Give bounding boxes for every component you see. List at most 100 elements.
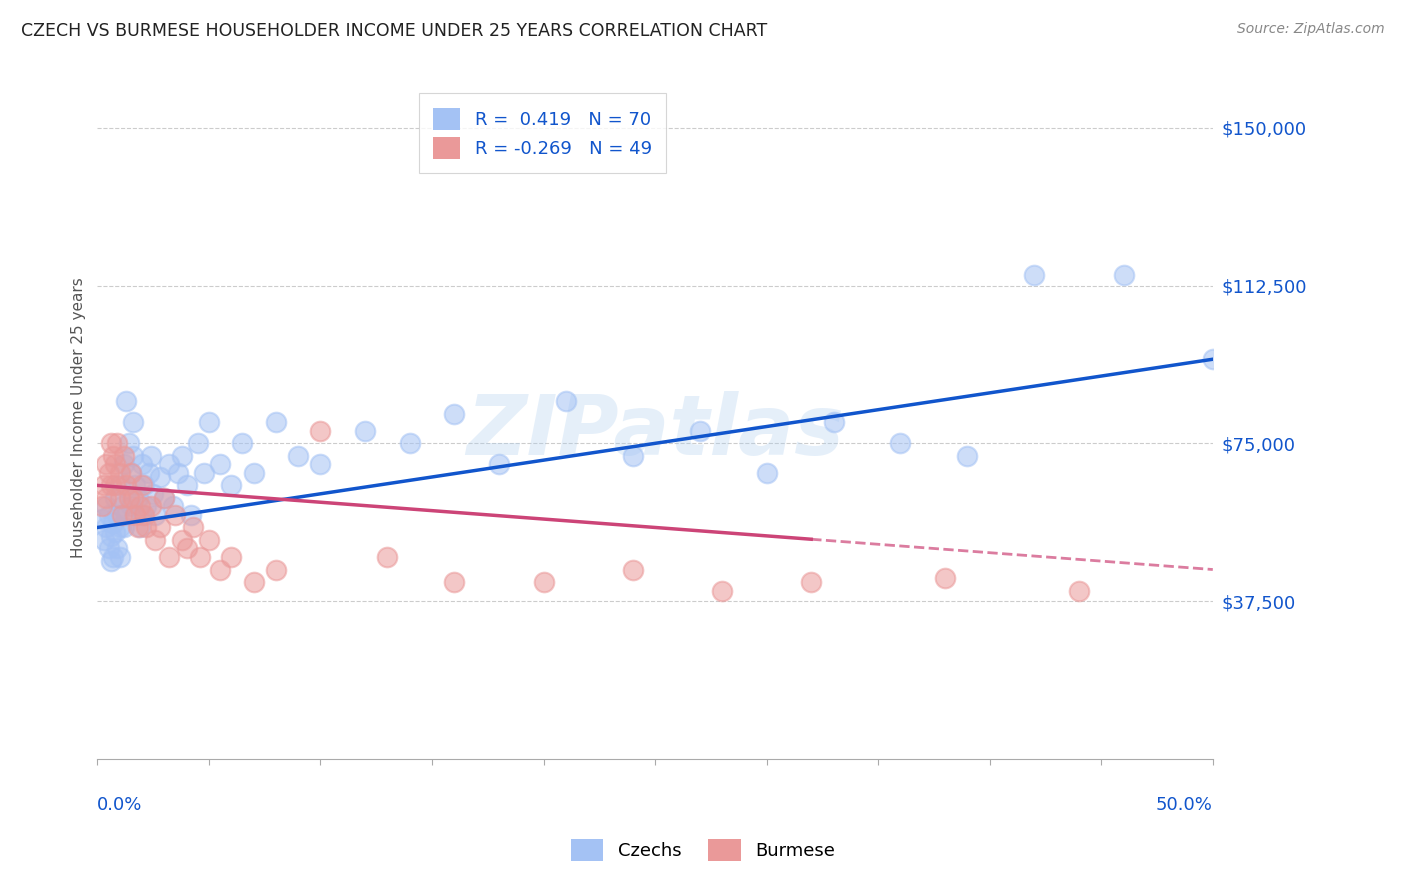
Point [96, 500, 118, 514]
Point [101, 549, 124, 564]
Point [127, 520, 149, 534]
Point [157, 549, 180, 564]
Point [108, 520, 131, 534]
Point [139, 500, 162, 514]
Point [104, 458, 127, 472]
Point [107, 541, 129, 556]
Point [198, 415, 221, 429]
Point [115, 394, 138, 409]
Point [124, 478, 146, 492]
Point [143, 508, 166, 522]
Point [172, 449, 194, 463]
Point [1112, 268, 1135, 282]
Point [621, 449, 644, 463]
Legend: Czechs, Burmese: Czechs, Burmese [558, 827, 848, 874]
Point [134, 478, 156, 492]
Point [209, 458, 232, 472]
Point [104, 478, 127, 492]
Point [153, 491, 176, 505]
Point [96, 520, 118, 534]
Point [93, 478, 115, 492]
Point [93, 533, 115, 547]
Point [104, 491, 127, 505]
Point [554, 394, 576, 409]
Point [104, 524, 127, 539]
Point [90, 500, 112, 514]
Point [135, 520, 157, 534]
Point [711, 583, 734, 598]
Text: 0.0%: 0.0% [97, 797, 143, 814]
Point [176, 478, 198, 492]
Point [188, 549, 211, 564]
Point [96, 458, 118, 472]
Point [135, 500, 157, 514]
Point [377, 549, 399, 564]
Point [533, 575, 555, 590]
Point [231, 436, 253, 450]
Text: ZIPatlas: ZIPatlas [467, 392, 844, 472]
Point [143, 533, 166, 547]
Point [309, 424, 332, 438]
Point [153, 491, 176, 505]
Point [264, 562, 287, 576]
Point [111, 500, 134, 514]
Point [139, 449, 162, 463]
Point [823, 415, 845, 429]
Point [180, 508, 202, 522]
Point [131, 458, 153, 472]
Point [108, 466, 131, 480]
Legend: R =  0.419   N = 70, R = -0.269   N = 49: R = 0.419 N = 70, R = -0.269 N = 49 [419, 94, 666, 173]
Point [101, 516, 124, 531]
Point [124, 508, 146, 522]
Point [1202, 352, 1225, 367]
Point [165, 508, 187, 522]
Point [1067, 583, 1090, 598]
Point [398, 436, 420, 450]
Point [117, 436, 139, 450]
Point [219, 478, 242, 492]
Point [117, 491, 139, 505]
Point [934, 571, 956, 585]
Point [127, 491, 149, 505]
Point [209, 562, 232, 576]
Point [149, 470, 172, 484]
Point [100, 478, 122, 492]
Point [97, 508, 120, 522]
Point [97, 466, 120, 480]
Point [112, 449, 135, 463]
Point [120, 466, 142, 480]
Point [115, 478, 138, 492]
Point [108, 478, 131, 492]
Point [219, 549, 242, 564]
Point [90, 512, 112, 526]
Point [97, 541, 120, 556]
Point [354, 424, 377, 438]
Point [242, 575, 264, 590]
Point [956, 449, 979, 463]
Text: CZECH VS BURMESE HOUSEHOLDER INCOME UNDER 25 YEARS CORRELATION CHART: CZECH VS BURMESE HOUSEHOLDER INCOME UNDE… [21, 22, 768, 40]
Point [131, 478, 153, 492]
Point [443, 575, 465, 590]
Point [128, 500, 150, 514]
Point [755, 466, 778, 480]
Point [111, 508, 134, 522]
Point [166, 466, 188, 480]
Point [107, 508, 129, 522]
Point [100, 554, 122, 568]
Point [621, 562, 644, 576]
Point [96, 491, 118, 505]
Point [122, 491, 145, 505]
Point [100, 436, 122, 450]
Point [134, 508, 156, 522]
Point [122, 449, 145, 463]
Point [176, 541, 198, 556]
Point [157, 458, 180, 472]
Point [488, 458, 510, 472]
Point [181, 520, 204, 534]
Point [100, 529, 122, 543]
Point [138, 466, 160, 480]
Point [309, 458, 332, 472]
Point [107, 436, 129, 450]
Point [131, 508, 153, 522]
Point [889, 436, 911, 450]
